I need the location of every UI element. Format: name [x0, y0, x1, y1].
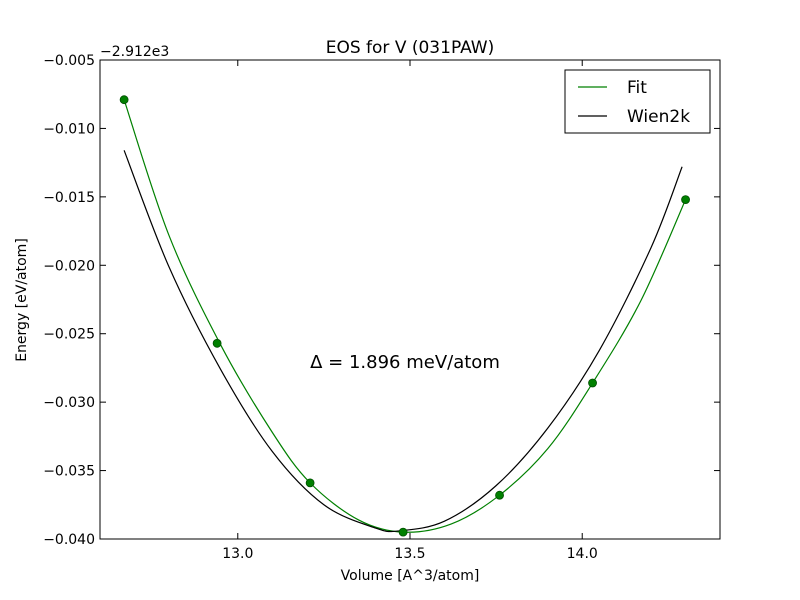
chart-title: EOS for V (031PAW) — [326, 38, 495, 58]
ticks-layer: 13.0 13.5 14.0 −0.040 −0.035 −0.030 −0.025 −0.0… — [43, 53, 720, 562]
y-tick-label: −0.030 — [43, 395, 95, 411]
data-point-marker — [119, 95, 129, 105]
data-point-marker — [681, 195, 690, 204]
plot-layer — [119, 95, 690, 537]
legend-wien2k-label: Wien2k — [627, 107, 690, 127]
data-point-marker — [495, 490, 504, 500]
y-tick-label: −0.025 — [43, 327, 95, 343]
legend-box — [564, 69, 711, 134]
x-tick-label: 13.0 — [222, 546, 253, 562]
y-tick-label: −0.010 — [43, 121, 95, 137]
y-tick-label: −0.020 — [43, 258, 95, 274]
x-tick-label: 13.5 — [394, 546, 425, 562]
data-point-marker — [398, 527, 408, 537]
legend: Fit Wien2k — [564, 69, 711, 134]
x-axis-label: Volume [A^3/atom] — [341, 568, 480, 584]
y-tick-label: −0.005 — [43, 53, 95, 69]
data-point-marker — [305, 478, 315, 488]
y-offset-label: −2.912e3 — [100, 44, 169, 60]
y-axis-label: Energy [eV/atom] — [14, 238, 30, 362]
y-tick-label: −0.035 — [43, 464, 95, 480]
data-point-marker — [212, 338, 222, 348]
x-tick-label: 14.0 — [567, 546, 598, 562]
delta-annotation: Δ = 1.896 meV/atom — [310, 352, 500, 373]
y-tick-label: −0.040 — [43, 532, 95, 548]
data-point-marker — [588, 378, 597, 388]
legend-fit-label: Fit — [627, 78, 647, 98]
y-tick-label: −0.015 — [43, 190, 95, 206]
series-line-fit — [123, 99, 687, 533]
